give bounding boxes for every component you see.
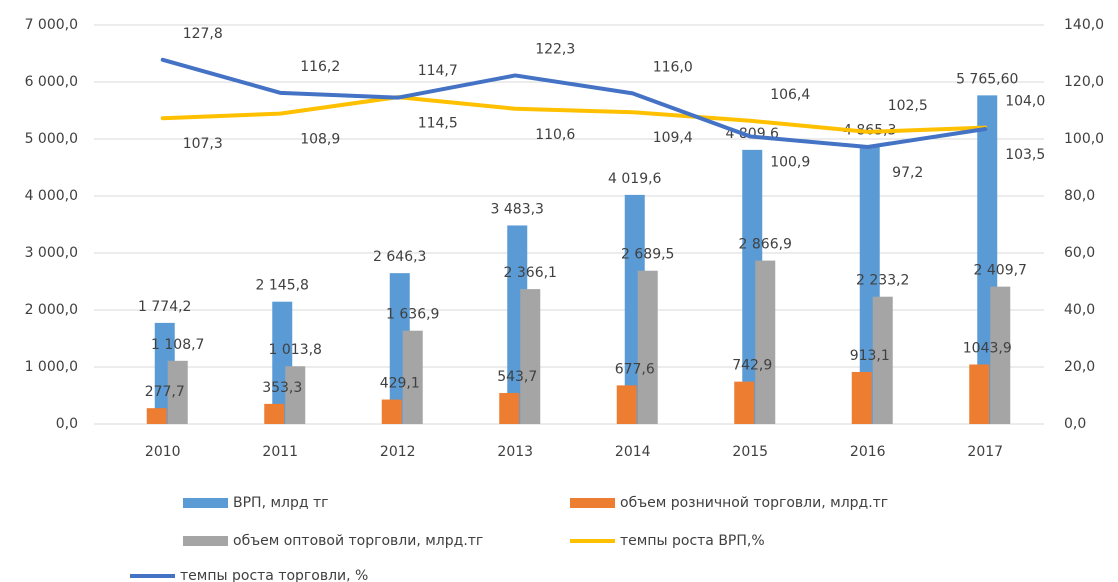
data-label: 1 013,8	[269, 342, 322, 358]
y2-tick-label: 40,0	[1064, 302, 1095, 318]
bar	[402, 330, 423, 424]
y2-tick-label: 60,0	[1064, 245, 1095, 261]
data-label: 1 636,9	[386, 307, 439, 323]
y-tick-label: 2 000,0	[25, 302, 78, 318]
bar	[285, 366, 306, 424]
bar	[969, 364, 990, 424]
data-label: 2 145,8	[256, 278, 309, 294]
data-label: 742,9	[732, 358, 772, 374]
data-label: 116,2	[300, 59, 340, 75]
data-label: 106,4	[770, 87, 810, 103]
x-tick-label: 2017	[967, 444, 1003, 460]
y-tick-label: 7 000,0	[25, 17, 78, 33]
y2-tick-label: 100,0	[1064, 131, 1104, 147]
legend-label: темпы роста торговли, %	[180, 568, 368, 582]
legend-swatch	[570, 498, 615, 508]
bar	[990, 286, 1011, 424]
line	[160, 95, 988, 134]
y2-tick-label: 80,0	[1064, 188, 1095, 204]
data-label: 109,4	[653, 130, 693, 146]
data-label: 2 366,1	[504, 265, 557, 281]
data-label: 110,6	[535, 127, 575, 143]
x-tick-label: 2013	[497, 444, 533, 460]
y2-tick-label: 120,0	[1064, 74, 1104, 90]
x-tick-label: 2015	[732, 444, 768, 460]
legend-swatch	[183, 536, 228, 546]
x-tick-label: 2014	[615, 444, 651, 460]
data-label: 97,2	[892, 165, 923, 181]
legend-label: объем розничной торговли, млрд.тг	[620, 495, 888, 511]
line	[160, 57, 988, 149]
y-tick-label: 6 000,0	[25, 74, 78, 90]
data-label: 1 108,7	[151, 337, 204, 353]
bar	[499, 393, 520, 424]
data-label: 353,3	[262, 380, 302, 396]
y-tick-label: 5 000,0	[25, 131, 78, 147]
data-label: 543,7	[497, 369, 537, 385]
data-label: 3 483,3	[491, 201, 544, 217]
data-label: 122,3	[535, 41, 575, 57]
data-label: 5 765,60	[956, 71, 1018, 87]
data-label: 103,5	[1005, 147, 1045, 163]
data-label: 108,9	[300, 132, 340, 148]
bar	[637, 270, 658, 424]
data-label: 277,7	[145, 384, 185, 400]
bar	[872, 296, 893, 424]
data-label: 913,1	[850, 348, 890, 364]
data-label: 2 689,5	[621, 247, 674, 263]
bar	[851, 371, 872, 424]
data-label: 102,5	[888, 98, 928, 114]
legend-label: ВРП, млрд тг	[233, 495, 329, 511]
data-label: 677,6	[615, 361, 655, 377]
data-label: 114,7	[418, 63, 458, 79]
bar	[616, 385, 637, 424]
data-label: 127,8	[183, 26, 223, 42]
x-tick-label: 2016	[850, 444, 886, 460]
data-label: 116,0	[653, 59, 693, 75]
data-label: 2 233,2	[856, 273, 909, 289]
y-tick-label: 0,0	[56, 416, 78, 432]
data-label: 4 019,6	[608, 171, 662, 187]
bar	[167, 360, 188, 424]
y-tick-label: 3 000,0	[25, 245, 78, 261]
data-label: 1043,9	[963, 340, 1012, 356]
y2-tick-label: 0,0	[1064, 416, 1086, 432]
data-label: 2 409,7	[974, 263, 1027, 279]
y-tick-label: 1 000,0	[25, 359, 78, 375]
legend-label: объем оптовой торговли, млрд.тг	[233, 533, 483, 549]
bar	[381, 399, 402, 424]
data-label: 107,3	[183, 136, 223, 152]
legend-swatch	[183, 498, 228, 508]
data-label: 2 866,9	[739, 237, 792, 253]
y-tick-label: 4 000,0	[25, 188, 78, 204]
bar	[146, 408, 167, 424]
data-label: 429,1	[380, 376, 420, 392]
data-label: 114,5	[418, 116, 458, 132]
x-tick-label: 2011	[262, 444, 298, 460]
bar	[520, 289, 541, 424]
data-label: 2 646,3	[373, 249, 426, 265]
x-tick-label: 2012	[380, 444, 416, 460]
bar	[734, 381, 755, 424]
y2-tick-label: 20,0	[1064, 359, 1095, 375]
data-label: 104,0	[1005, 94, 1045, 110]
data-label: 100,9	[770, 154, 810, 170]
data-label: 1 774,2	[138, 299, 191, 315]
bar	[264, 403, 285, 424]
legend-label: темпы роста ВРП,%	[620, 533, 765, 549]
bar	[755, 260, 776, 424]
y2-tick-label: 140,0	[1064, 17, 1104, 33]
x-tick-label: 2010	[145, 444, 181, 460]
